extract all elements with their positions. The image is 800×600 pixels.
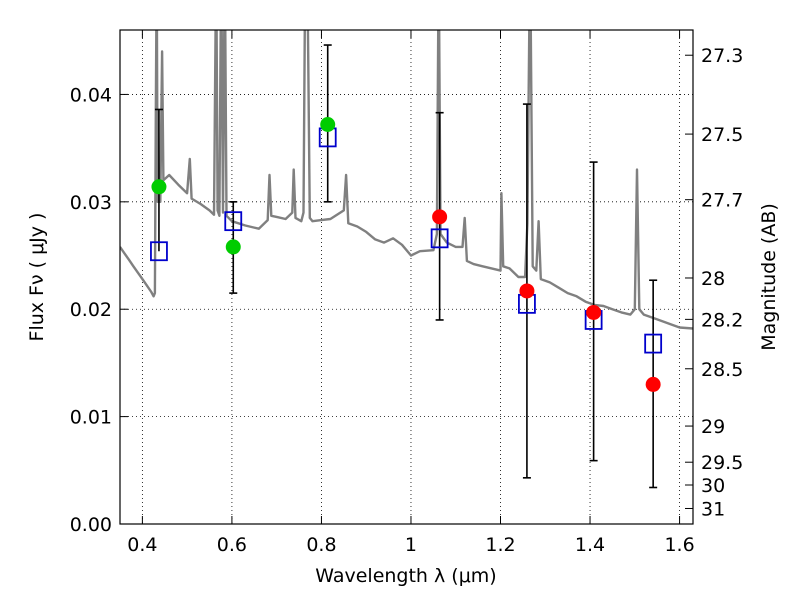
- right-tick-label: 28.2: [701, 309, 743, 331]
- y-tick-label: 0.02: [70, 299, 112, 321]
- right-tick-label: 30: [701, 475, 725, 497]
- red-point: [645, 376, 661, 392]
- right-axis-label: Magnitude (AB): [758, 203, 780, 351]
- right-tick-label: 31: [701, 498, 725, 520]
- green-point: [320, 117, 336, 133]
- x-tick-label: 1.4: [575, 534, 605, 556]
- y-tick-label: 0.00: [70, 514, 112, 536]
- green-point: [151, 179, 167, 195]
- right-tick-label: 29: [701, 416, 725, 438]
- right-tick-label: 28: [701, 268, 725, 290]
- model-spectrum-line: [120, 30, 693, 330]
- x-tick-label: 1.2: [485, 534, 515, 556]
- plot-area: [120, 30, 693, 489]
- plot-frame: [119, 29, 694, 525]
- axis-ticks: 0.4 0.6 0.8 1 1.2 1.4 1.6 0.00 0.01 0.02 0.03 0.04 2…: [70, 30, 743, 556]
- model-square-marker: [150, 241, 168, 262]
- red-point: [519, 283, 535, 299]
- right-tick-label: 28.5: [701, 359, 743, 381]
- red-point: [432, 209, 448, 225]
- x-tick-label: 0.4: [127, 534, 157, 556]
- right-tick-label: 29.5: [701, 452, 743, 474]
- x-axis-label: Wavelength λ (μm): [315, 565, 496, 587]
- x-tick-label: 0.6: [217, 534, 247, 556]
- y-tick-label: 0.01: [70, 407, 112, 429]
- x-tick-label: 1: [405, 534, 417, 556]
- model-square-marker: [224, 211, 243, 232]
- right-tick-label: 27.7: [701, 190, 743, 212]
- red-point: [586, 304, 602, 320]
- y-tick-label: 0.03: [70, 192, 112, 214]
- model-square-marker: [430, 228, 449, 249]
- x-tick-label: 0.8: [306, 534, 336, 556]
- right-tick-label: 27.5: [701, 124, 743, 146]
- green-point: [225, 239, 241, 255]
- model-square-marker: [644, 333, 663, 354]
- right-tick-label: 27.3: [701, 45, 743, 67]
- y-tick-label: 0.04: [70, 84, 112, 106]
- x-tick-label: 1.6: [664, 534, 694, 556]
- y-axis-label: Flux Fν ( μJy ): [26, 213, 48, 342]
